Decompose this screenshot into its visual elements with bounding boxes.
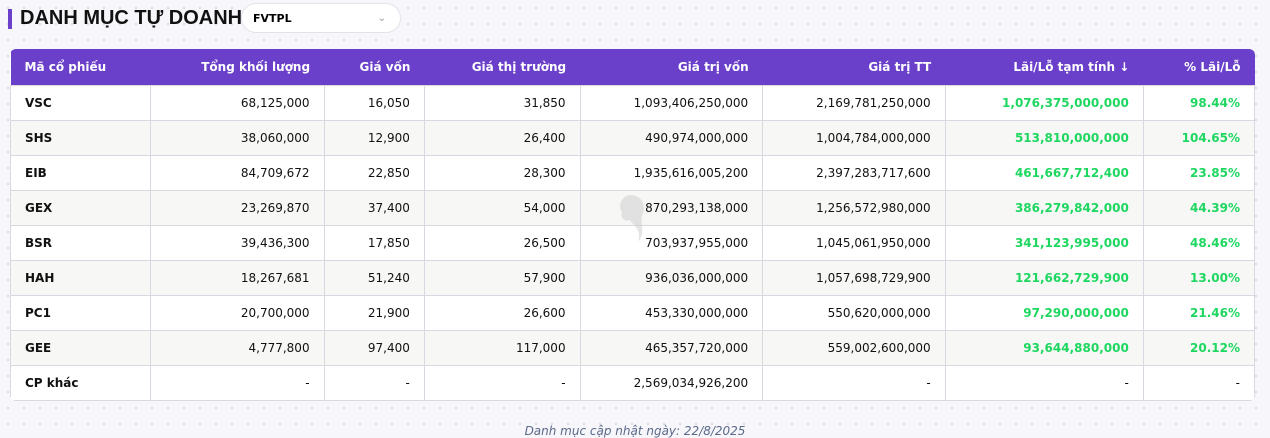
table-row: EIB 84,709,672 22,850 28,300 1,935,616,005,2… xyxy=(10,155,1255,191)
table-cell: 97,400 xyxy=(323,330,425,366)
table-cell: 4,777,800 xyxy=(149,330,325,366)
table-cell: 28,300 xyxy=(423,155,581,191)
table-row: BSR 39,436,300 17,850 26,500 703,937,955,000… xyxy=(10,225,1255,261)
table-cell: 341,123,995,000 xyxy=(944,225,1144,261)
table-cell: 21.46% xyxy=(1142,295,1255,331)
table-cell: 26,600 xyxy=(423,295,581,331)
table-cell: 20,700,000 xyxy=(149,295,325,331)
table-cell: 84,709,672 xyxy=(149,155,325,191)
portfolio-table: Mã cổ phiếu Tổng khối lượng Giá vốn Giá thị… xyxy=(10,49,1255,401)
table-cell: 18,267,681 xyxy=(149,260,325,296)
table-cell: 453,330,000,000 xyxy=(579,295,764,331)
table-row: CP khác - - -2,569,034,926,200- - - xyxy=(10,365,1255,401)
table-row: GEX 23,269,870 37,400 54,000 870,293,138,000… xyxy=(10,190,1255,226)
table-cell: - xyxy=(423,365,581,401)
table-cell: 21,900 xyxy=(323,295,425,331)
table-cell: 16,050 xyxy=(323,85,425,121)
table-cell: 559,002,600,000 xyxy=(762,330,946,366)
table-cell: 12,900 xyxy=(323,120,425,156)
column-header: Tổng khối lượng xyxy=(150,49,325,86)
table-cell: 936,036,000,000 xyxy=(579,260,764,296)
table-cell: 461,667,712,400 xyxy=(944,155,1144,191)
table-cell: 1,045,061,950,000 xyxy=(762,225,946,261)
table-cell: 1,093,406,250,000 xyxy=(579,85,764,121)
table-cell: 97,290,000,000 xyxy=(944,295,1144,331)
title-accent-bar xyxy=(8,8,12,29)
table-cell: - xyxy=(1142,365,1255,401)
column-header: Mã cổ phiếu xyxy=(10,49,151,86)
table-cell: 1,057,698,729,900 xyxy=(762,260,946,296)
table-cell: 51,240 xyxy=(323,260,425,296)
column-header: Giá vốn xyxy=(324,49,425,86)
table-cell: 38,060,000 xyxy=(149,120,325,156)
table-cell: EIB xyxy=(10,155,151,191)
table-row: GEE 4,777,800 97,400 117,000 465,357,720,000… xyxy=(10,330,1255,366)
table-cell: 117,000 xyxy=(423,330,581,366)
table-cell: 31,850 xyxy=(423,85,581,121)
table-cell: 465,357,720,000 xyxy=(579,330,764,366)
table-cell: 490,974,000,000 xyxy=(579,120,764,156)
table-cell: 23.85% xyxy=(1142,155,1255,191)
table-cell: 386,279,842,000 xyxy=(944,190,1144,226)
table-cell: 23,269,870 xyxy=(149,190,325,226)
table-cell: 13.00% xyxy=(1142,260,1255,296)
table-cell: 1,256,572,980,000 xyxy=(762,190,946,226)
table-cell: 22,850 xyxy=(323,155,425,191)
table-cell: - xyxy=(149,365,325,401)
table-cell: 37,400 xyxy=(323,190,425,226)
table-header-row: Mã cổ phiếu Tổng khối lượng Giá vốn Giá thị… xyxy=(10,49,1255,86)
column-header: Giá thị trường xyxy=(424,49,581,86)
table-cell: 48.46% xyxy=(1142,225,1255,261)
update-date-note: Danh mục cập nhật ngày: 22/8/2025 xyxy=(524,424,746,438)
table-cell: 39,436,300 xyxy=(149,225,325,261)
table-cell: 1,004,784,000,000 xyxy=(762,120,946,156)
table-cell: 54,000 xyxy=(423,190,581,226)
table-cell: 550,620,000,000 xyxy=(762,295,946,331)
column-header[interactable]: Lãi/Lỗ tạm tính ↓ xyxy=(945,49,1144,86)
table-cell: 68,125,000 xyxy=(149,85,325,121)
chevron-down-icon: ⌄ xyxy=(377,12,386,24)
portfolio-type-select[interactable]: FVTPL ⌄ xyxy=(241,3,401,33)
column-header: % Lãi/Lỗ xyxy=(1143,49,1255,86)
table-cell: 57,900 xyxy=(423,260,581,296)
table-cell: 870,293,138,000 xyxy=(579,190,764,226)
table-row: SHS 38,060,000 12,900 26,400 490,974,000,000… xyxy=(10,120,1255,156)
table-cell: PC1 xyxy=(10,295,151,331)
table-cell: GEX xyxy=(10,190,151,226)
table-cell: HAH xyxy=(10,260,151,296)
column-header: Giá trị vốn xyxy=(580,49,763,86)
table-cell: CP khác xyxy=(10,365,151,401)
table-cell: 20.12% xyxy=(1142,330,1255,366)
table-cell: 2,169,781,250,000 xyxy=(762,85,946,121)
table-cell: 513,810,000,000 xyxy=(944,120,1144,156)
table-cell: GEE xyxy=(10,330,151,366)
table-cell: - xyxy=(944,365,1144,401)
table-cell: SHS xyxy=(10,120,151,156)
table-cell: - xyxy=(762,365,946,401)
table-cell: BSR xyxy=(10,225,151,261)
column-header: Giá trị TT xyxy=(762,49,946,86)
table-cell: 26,400 xyxy=(423,120,581,156)
table-cell: 1,935,616,005,200 xyxy=(579,155,764,191)
table-cell: 98.44% xyxy=(1142,85,1255,121)
table-row: HAH 18,267,681 51,240 57,900 936,036,000,000… xyxy=(10,260,1255,296)
table-cell: 2,569,034,926,200 xyxy=(579,365,764,401)
table-row: PC1 20,700,000 21,900 26,600 453,330,000,000… xyxy=(10,295,1255,331)
table-cell: 703,937,955,000 xyxy=(579,225,764,261)
table-cell: VSC xyxy=(10,85,151,121)
select-value: FVTPL xyxy=(253,11,292,25)
table-cell: 2,397,283,717,600 xyxy=(762,155,946,191)
table-cell: 44.39% xyxy=(1142,190,1255,226)
table-cell: - xyxy=(323,365,425,401)
table-cell: 17,850 xyxy=(323,225,425,261)
section-title: DANH MỤC TỰ DOANH xyxy=(8,7,242,30)
table-cell: 104.65% xyxy=(1142,120,1255,156)
table-cell: 93,644,880,000 xyxy=(944,330,1144,366)
page-title: DANH MỤC TỰ DOANH xyxy=(20,7,243,29)
table-cell: 1,076,375,000,000 xyxy=(944,85,1144,121)
table-row: VSC 68,125,000 16,050 31,850 1,093,406,250,0… xyxy=(10,85,1255,121)
table-cell: 26,500 xyxy=(423,225,581,261)
table-cell: 121,662,729,900 xyxy=(944,260,1144,296)
